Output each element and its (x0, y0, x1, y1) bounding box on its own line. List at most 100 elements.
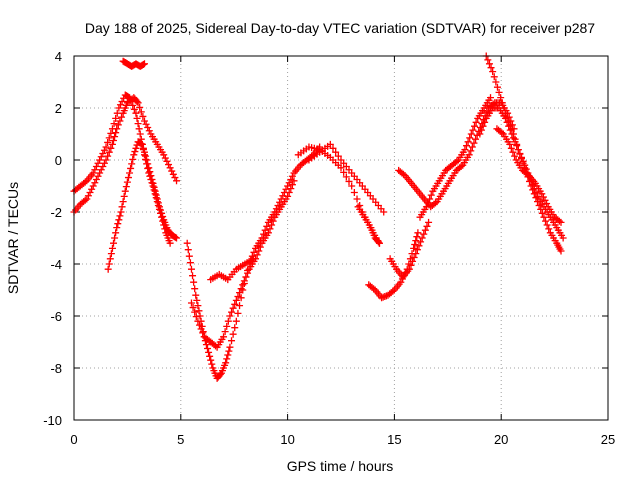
data-point-marker (509, 148, 517, 156)
data-point-marker (108, 244, 116, 252)
data-point-marker (487, 94, 495, 102)
data-point-marker (139, 144, 147, 152)
data-point-marker (413, 233, 421, 241)
data-point-marker (411, 241, 419, 248)
data-point-marker (487, 64, 495, 72)
data-point-marker (183, 239, 191, 247)
data-point-marker (228, 337, 236, 345)
data-point-marker (153, 195, 161, 203)
data-point-marker (105, 134, 113, 142)
data-point-marker (99, 163, 107, 170)
data-point-marker (481, 118, 489, 126)
data-point-marker (232, 296, 240, 304)
data-point-marker (199, 329, 207, 337)
grid (74, 56, 608, 420)
data-point-marker (540, 213, 548, 221)
data-point-marker (240, 277, 248, 285)
data-point-marker (96, 169, 104, 177)
series-track-o (482, 52, 565, 255)
axis-ticks: 0 5 10 15 20 25 -10 -8 -6 -4 -2 0 2 4 (43, 49, 615, 447)
data-point-marker (425, 218, 433, 226)
data-point-marker (412, 237, 420, 245)
data-point-marker (166, 164, 174, 172)
data-point-marker (228, 308, 236, 316)
data-point-marker (152, 191, 160, 199)
series-track-c (104, 138, 181, 273)
data-point-marker (538, 209, 546, 217)
data-point-marker (151, 187, 159, 195)
data-point-marker (334, 152, 342, 160)
data-point-marker (134, 99, 142, 107)
data-point-marker (84, 192, 92, 200)
data-point-marker (165, 161, 173, 169)
data-point-marker (148, 176, 156, 183)
data-point-marker (374, 238, 382, 246)
data-point-marker (543, 221, 551, 229)
data-point-marker (161, 154, 169, 162)
data-point-marker (216, 371, 224, 378)
data-point-marker (140, 117, 148, 125)
data-point-marker (120, 192, 128, 200)
series-track-j (354, 203, 383, 247)
data-point-marker (184, 246, 192, 254)
data-point-marker (110, 120, 118, 128)
data-point-marker (220, 333, 228, 341)
data-point-marker (256, 243, 264, 251)
data-point-marker (260, 230, 268, 238)
data-point-marker (557, 247, 565, 255)
data-point-marker (187, 299, 195, 307)
y-tick-label: -10 (43, 413, 62, 428)
series-track-p (476, 104, 567, 242)
data-point-marker (145, 164, 153, 172)
data-point-marker (92, 163, 100, 170)
data-point-marker (100, 159, 108, 167)
data-point-marker (158, 209, 166, 217)
x-tick-label: 10 (280, 432, 294, 447)
series-track-f (187, 177, 298, 351)
data-point-marker (129, 155, 137, 163)
data-point-marker (88, 185, 96, 193)
x-tick-label: 25 (601, 432, 615, 447)
data-point-marker (157, 206, 165, 214)
data-point-marker (236, 302, 244, 310)
series-track-d (119, 57, 148, 70)
data-point-marker (186, 259, 194, 267)
data-point-marker (239, 281, 247, 289)
data-point-marker (329, 144, 337, 152)
data-point-marker (112, 129, 120, 137)
data-point-marker (234, 293, 242, 300)
data-point-marker (127, 164, 135, 172)
data-point-marker (111, 234, 119, 242)
data-point-marker (206, 352, 214, 360)
data-point-marker (94, 172, 102, 180)
y-tick-label: 2 (55, 101, 62, 116)
data-point-marker (511, 152, 519, 160)
data-point-marker (171, 174, 179, 182)
data-point-marker (290, 177, 298, 185)
data-point-marker (493, 83, 501, 91)
data-point-marker (506, 140, 514, 148)
data-point-marker (468, 143, 476, 151)
data-point-marker (191, 285, 199, 293)
data-point-marker (497, 94, 505, 102)
data-point-marker (154, 199, 162, 207)
y-tick-label: 4 (55, 49, 62, 64)
data-point-marker (173, 234, 181, 242)
data-point-marker (471, 122, 478, 130)
data-point-marker (130, 151, 138, 159)
data-point-marker (342, 173, 350, 181)
data-point-marker (115, 216, 123, 224)
data-point-marker (532, 189, 540, 196)
data-point-marker (190, 278, 198, 286)
data-point-marker (348, 182, 356, 190)
data-point-marker (412, 250, 420, 258)
data-point-marker (375, 239, 383, 247)
data-point-marker (409, 257, 417, 265)
data-point-marker (231, 324, 239, 332)
series-track-q (493, 125, 565, 226)
data-point-marker (410, 244, 418, 252)
data-point-marker (559, 234, 567, 242)
data-point-marker (423, 222, 431, 230)
data-point-marker (91, 179, 99, 187)
data-points (70, 52, 567, 382)
